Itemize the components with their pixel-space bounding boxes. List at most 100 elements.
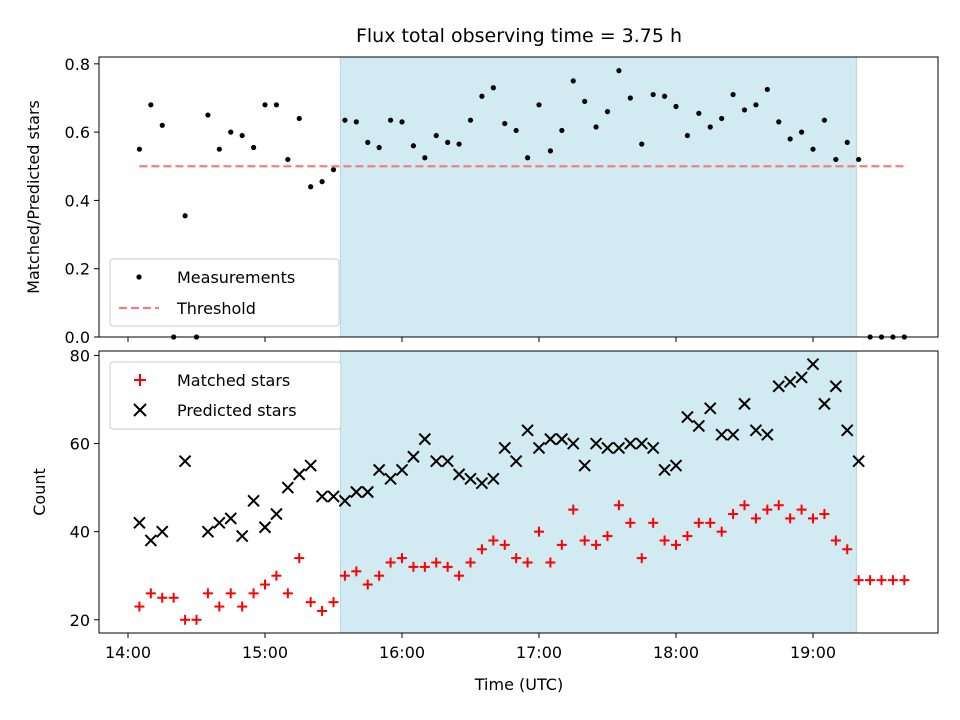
legend-predicted-label: Predicted stars [177, 401, 297, 420]
measurement-point [639, 141, 645, 147]
predicted-stars-point [567, 437, 580, 450]
predicted-stars-point [624, 437, 637, 450]
matched-stars-point [362, 579, 373, 590]
measurement-point [433, 132, 439, 139]
matched-stars-point [499, 539, 510, 550]
measurement-point [707, 124, 713, 130]
legend-predicted-marker [133, 403, 147, 417]
legend-threshold-label: Threshold [176, 299, 256, 318]
predicted-stars-point [772, 380, 785, 393]
measurement-point [536, 102, 542, 108]
predicted-stars-point [475, 476, 489, 490]
matched-stars-point [579, 535, 590, 546]
predicted-stars-point [692, 419, 706, 433]
matched-stars-point [750, 513, 761, 524]
predicted-stars-point [681, 410, 694, 424]
x-tick-label: 15:00 [242, 643, 288, 662]
y-tick-label: 0.2 [65, 260, 90, 279]
measurement-point [547, 148, 554, 154]
predicted-stars-point [201, 525, 215, 538]
measurement-point [228, 129, 234, 135]
matched-stars-point [145, 588, 156, 599]
bottom-marks [133, 358, 910, 625]
measurement-point [787, 136, 793, 142]
matched-stars-point [305, 597, 316, 608]
predicted-stars-point [407, 450, 420, 463]
matched-stars-point [294, 553, 305, 564]
predicted-stars-point [441, 454, 454, 468]
y-tick-label: 0.4 [65, 191, 90, 210]
predicted-stars-point [612, 441, 626, 455]
predicted-stars-point [133, 516, 146, 530]
predicted-stars-point [818, 397, 831, 411]
matched-stars-point [887, 575, 898, 586]
measurement-point [616, 68, 622, 74]
legend-matched-label: Matched stars [177, 371, 290, 390]
predicted-stars-point [270, 507, 283, 521]
predicted-stars-point [669, 459, 683, 472]
matched-stars-point [705, 517, 716, 528]
measurement-point [479, 93, 485, 99]
measurement-point [570, 78, 576, 84]
x-tick-label: 14:00 [105, 643, 151, 662]
measurement-point [456, 141, 462, 147]
matched-stars-point [876, 575, 887, 586]
measurement-point [524, 155, 531, 161]
bottom-legend: Matched stars Predicted stars [109, 361, 342, 430]
predicted-stars-point [635, 437, 648, 450]
matched-stars-point [317, 605, 328, 616]
measurement-point [856, 156, 862, 163]
matched-stars-point [522, 557, 533, 568]
matched-stars-point [351, 566, 362, 577]
predicted-stars-point [841, 424, 854, 437]
matched-stars-point [431, 557, 442, 568]
predicted-stars-point [361, 485, 374, 499]
measurement-point [502, 120, 508, 127]
matched-stars-point [648, 517, 659, 528]
predicted-stars-point [258, 521, 272, 534]
measurement-point [684, 132, 691, 139]
measurement-point [422, 155, 428, 161]
bottom-y-axis-label: Count [30, 468, 49, 516]
top-x-ticks [127, 337, 814, 342]
matched-stars-point [785, 513, 796, 524]
predicted-stars-point [452, 468, 466, 481]
matched-stars-point [168, 592, 179, 603]
predicted-stars-point [589, 437, 603, 450]
predicted-stars-point [726, 428, 740, 441]
matched-stars-point [248, 588, 259, 599]
measurement-point [216, 146, 222, 152]
measurement-point [593, 124, 599, 130]
predicted-stars-point [350, 485, 363, 499]
matched-stars-point [237, 601, 248, 612]
measurement-point [353, 119, 359, 125]
legend-matched-marker [134, 374, 146, 386]
predicted-stars-point [521, 424, 534, 437]
predicted-stars-point [715, 428, 728, 441]
predicted-stars-point [338, 494, 352, 508]
matched-stars-point [442, 561, 453, 572]
matched-stars-point [693, 517, 704, 528]
measurement-point [833, 156, 839, 163]
measurement-point [604, 109, 611, 115]
top-marks [136, 68, 907, 340]
measurement-point [673, 103, 679, 110]
measurement-point [650, 91, 656, 98]
predicted-stars-point [738, 397, 751, 411]
measurement-point [741, 107, 748, 113]
measurement-point [262, 102, 268, 108]
measurement-point [387, 117, 394, 123]
predicted-stars-point [304, 459, 317, 472]
y-tick-label: 60 [70, 435, 90, 454]
chart-title: Flux total observing time = 3.75 h [356, 25, 682, 47]
predicted-stars-point [532, 441, 546, 455]
measurement-point [365, 139, 371, 145]
predicted-stars-point [224, 512, 237, 525]
predicted-stars-point [315, 490, 329, 503]
matched-stars-point [556, 539, 567, 550]
matched-stars-point [842, 544, 853, 555]
measurement-point [410, 143, 417, 149]
top-legend: Measurements Threshold [109, 258, 340, 327]
matched-stars-point [454, 570, 465, 581]
